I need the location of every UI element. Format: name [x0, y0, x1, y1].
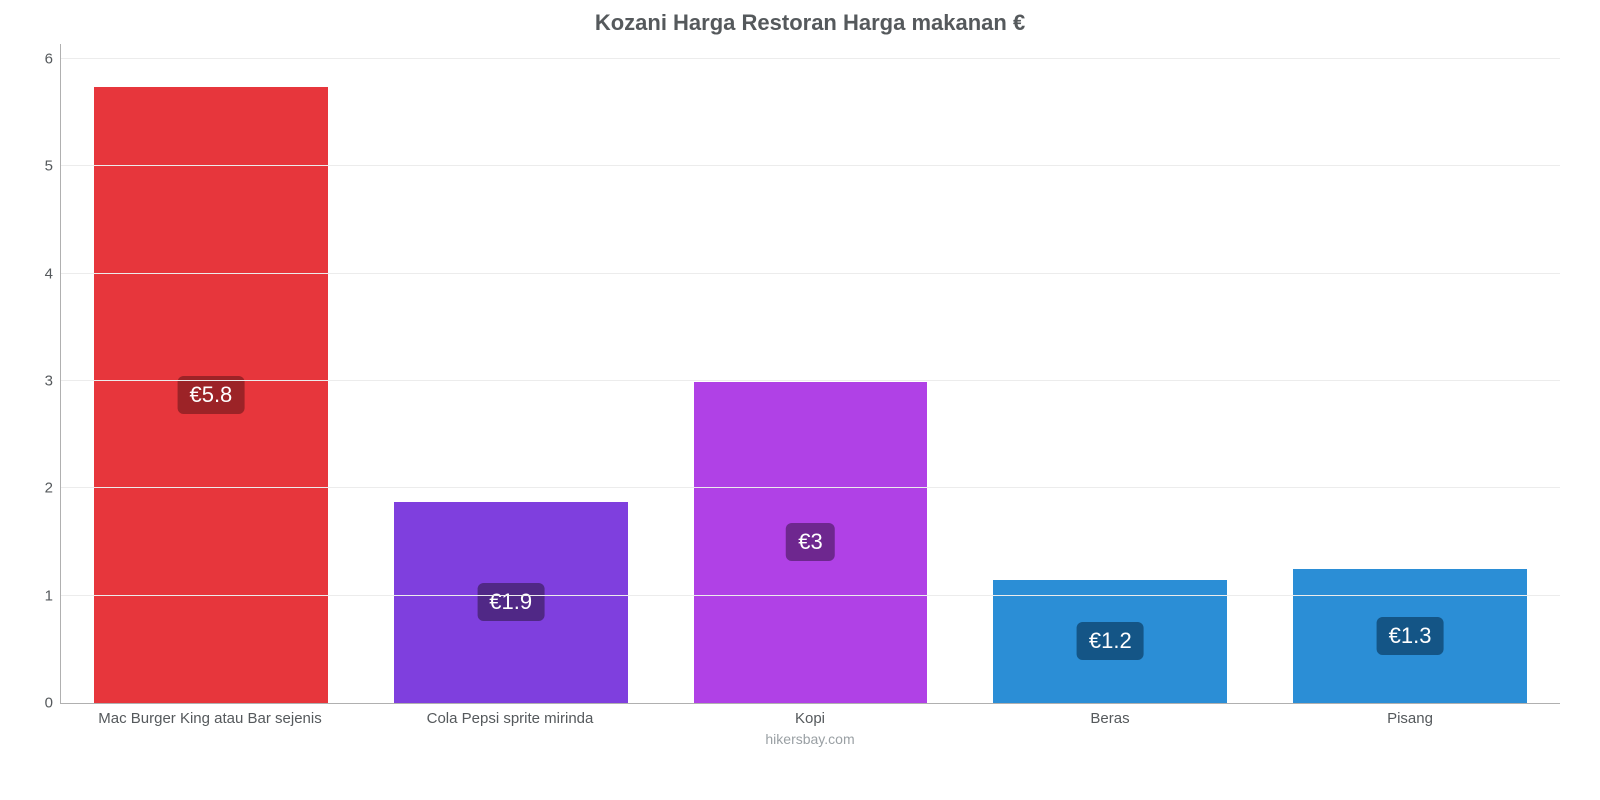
gridline	[61, 380, 1560, 381]
chart-container: Kozani Harga Restoran Harga makanan € €5…	[0, 0, 1600, 800]
bar: €1.9	[394, 502, 628, 703]
bar: €3	[694, 382, 928, 703]
y-tick-label: 1	[45, 587, 61, 604]
y-tick-label: 2	[45, 480, 61, 497]
bar-value-badge: €5.8	[177, 376, 244, 414]
bar: €1.2	[993, 580, 1227, 703]
y-tick-label: 4	[45, 265, 61, 282]
bar-slot: €1.2	[960, 44, 1260, 703]
x-axis-labels: Mac Burger King atau Bar sejenisCola Pep…	[60, 710, 1560, 727]
x-tick-label: Beras	[960, 710, 1260, 727]
y-tick-label: 0	[45, 695, 61, 712]
y-tick-label: 3	[45, 373, 61, 390]
gridline	[61, 273, 1560, 274]
gridline	[61, 595, 1560, 596]
y-tick-label: 6	[45, 51, 61, 68]
bar-slot: €1.3	[1260, 44, 1560, 703]
bar-slot: €5.8	[61, 44, 361, 703]
x-tick-label: Mac Burger King atau Bar sejenis	[60, 710, 360, 727]
bar-value-badge: €1.2	[1077, 622, 1144, 660]
bar: €5.8	[94, 87, 328, 703]
bar-slot: €1.9	[361, 44, 661, 703]
bar-slot: €3	[661, 44, 961, 703]
x-tick-label: Pisang	[1260, 710, 1560, 727]
y-tick-label: 5	[45, 158, 61, 175]
bars-row: €5.8 €1.9 €3 €1.2 €1.3	[61, 44, 1560, 703]
x-tick-label: Kopi	[660, 710, 960, 727]
gridline	[61, 165, 1560, 166]
bar-value-badge: €1.3	[1377, 617, 1444, 655]
bar-value-badge: €1.9	[477, 583, 544, 621]
plot-area: €5.8€1.9€3€1.2€1.3 0123456	[60, 44, 1560, 704]
bar-value-badge: €3	[786, 523, 834, 561]
bar: €1.3	[1293, 569, 1527, 703]
attribution-text: hikersbay.com	[60, 731, 1560, 747]
x-tick-label: Cola Pepsi sprite mirinda	[360, 710, 660, 727]
gridline	[61, 58, 1560, 59]
chart-title: Kozani Harga Restoran Harga makanan €	[60, 10, 1560, 36]
gridline	[61, 487, 1560, 488]
